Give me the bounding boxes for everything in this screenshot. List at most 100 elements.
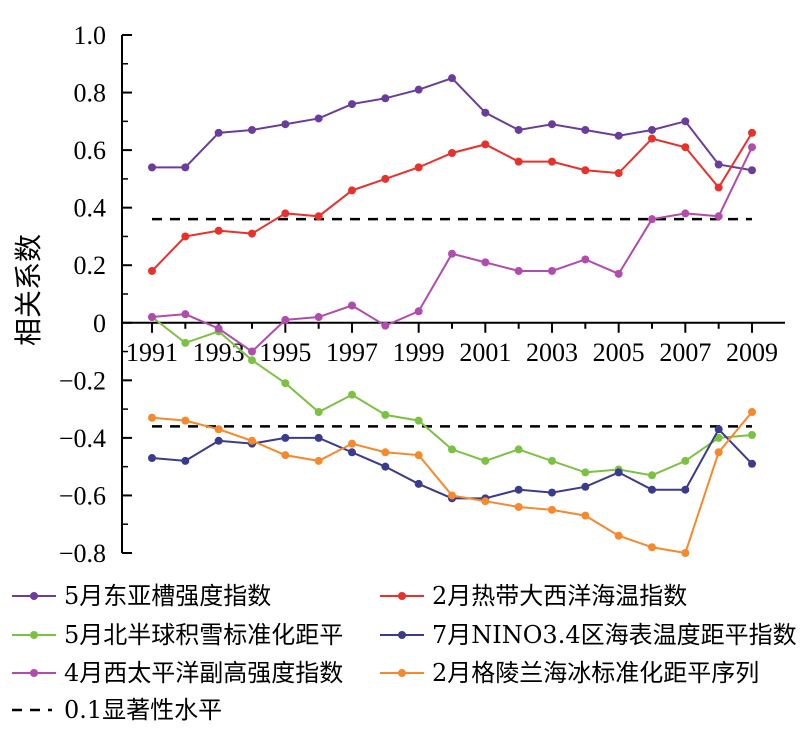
data-point xyxy=(548,120,556,129)
legend-label: 5月东亚槽强度指数 xyxy=(64,582,271,610)
data-point xyxy=(581,511,590,520)
data-point xyxy=(148,413,156,422)
axes: 1.0 0.8 0.6 0.4 0.2 0 −0.2 −0.4 −0.6 −0.8 1991 1993… xyxy=(59,21,785,568)
data-point xyxy=(248,125,256,134)
data-point xyxy=(614,169,623,178)
legend-label: 4月西太平洋副高强度指数 xyxy=(64,659,343,687)
legend-marker xyxy=(30,669,38,677)
data-point xyxy=(248,347,256,356)
data-point xyxy=(548,266,556,275)
x-tick-label: 1995 xyxy=(259,338,311,367)
series-2 xyxy=(148,128,756,275)
data-point xyxy=(381,410,390,419)
data-point xyxy=(681,117,690,126)
data-point xyxy=(714,448,723,457)
data-point xyxy=(281,433,290,442)
data-point xyxy=(214,425,223,434)
data-point xyxy=(314,407,323,416)
data-point xyxy=(748,143,756,152)
data-point xyxy=(381,321,390,330)
legend-label: 2月热带大西洋海温指数 xyxy=(432,582,687,610)
data-point xyxy=(281,209,290,218)
data-point xyxy=(448,148,456,157)
data-point xyxy=(514,157,523,166)
data-point xyxy=(348,390,356,399)
data-point xyxy=(214,128,223,137)
data-point xyxy=(181,232,190,241)
data-point xyxy=(481,497,490,506)
data-point xyxy=(348,448,356,457)
data-point xyxy=(714,425,723,434)
x-tick-label: 2007 xyxy=(659,338,711,367)
data-point xyxy=(481,258,490,267)
legend-label: 0.1显著性水平 xyxy=(64,696,222,724)
data-point xyxy=(381,94,390,103)
legend-marker xyxy=(398,592,406,600)
data-point xyxy=(181,310,190,319)
data-point xyxy=(714,212,723,221)
data-point xyxy=(148,163,156,172)
data-point xyxy=(514,485,523,494)
y-tick-label: 0.6 xyxy=(74,136,107,165)
data-point xyxy=(648,134,656,143)
data-point xyxy=(214,324,223,333)
data-point xyxy=(614,269,623,278)
data-point xyxy=(448,445,456,454)
data-point xyxy=(381,174,390,183)
data-point xyxy=(281,315,290,324)
x-tick-label: 2005 xyxy=(593,338,645,367)
x-tick-label: 2003 xyxy=(526,338,578,367)
data-point xyxy=(414,451,423,460)
data-point xyxy=(414,416,423,425)
y-tick-label: 0.8 xyxy=(74,79,107,108)
x-tick-label: 1999 xyxy=(393,338,445,367)
legend-label: 2月格陵兰海冰标准化距平序列 xyxy=(432,659,759,687)
y-tick-label: −0.6 xyxy=(59,481,106,510)
significance-lines xyxy=(152,217,752,428)
data-point xyxy=(248,229,256,238)
data-point xyxy=(181,416,190,425)
legend-label: 7月NINO3.4区海表温度距平指数 xyxy=(432,621,797,649)
data-point xyxy=(414,163,423,172)
data-point xyxy=(348,186,356,195)
data-point xyxy=(648,471,656,480)
y-tick-label: −0.4 xyxy=(59,424,106,453)
y-tick-label: 0 xyxy=(93,309,106,338)
series-line xyxy=(151,411,753,555)
data-point xyxy=(548,157,556,166)
data-point xyxy=(314,433,323,442)
data-point xyxy=(514,445,523,454)
data-point xyxy=(314,456,323,465)
data-point xyxy=(248,436,256,445)
data-point xyxy=(714,433,723,442)
data-point xyxy=(181,163,190,172)
data-point xyxy=(414,307,423,316)
data-point xyxy=(281,120,290,129)
y-tick-label: −0.2 xyxy=(59,366,106,395)
data-point xyxy=(681,485,690,494)
series-5 xyxy=(148,143,756,356)
data-point xyxy=(414,479,423,488)
legend-item: 4月西太平洋副高强度指数 xyxy=(12,659,343,687)
data-point xyxy=(748,128,756,137)
data-point xyxy=(581,482,590,491)
data-point xyxy=(648,543,656,552)
data-point xyxy=(481,108,490,117)
y-tick-label: 0.4 xyxy=(74,194,107,223)
data-point xyxy=(548,505,556,514)
data-point xyxy=(581,125,590,134)
data-point xyxy=(181,456,190,465)
data-point xyxy=(648,485,656,494)
data-point xyxy=(448,74,456,83)
data-point xyxy=(714,160,723,169)
data-point xyxy=(248,356,256,365)
data-point xyxy=(748,166,756,175)
data-point xyxy=(148,313,156,322)
data-point xyxy=(414,85,423,94)
data-point xyxy=(681,549,690,557)
data-point xyxy=(614,468,623,477)
legend-marker xyxy=(30,631,38,639)
legend-marker xyxy=(30,592,38,600)
series-6 xyxy=(148,407,756,557)
data-point xyxy=(648,125,656,134)
